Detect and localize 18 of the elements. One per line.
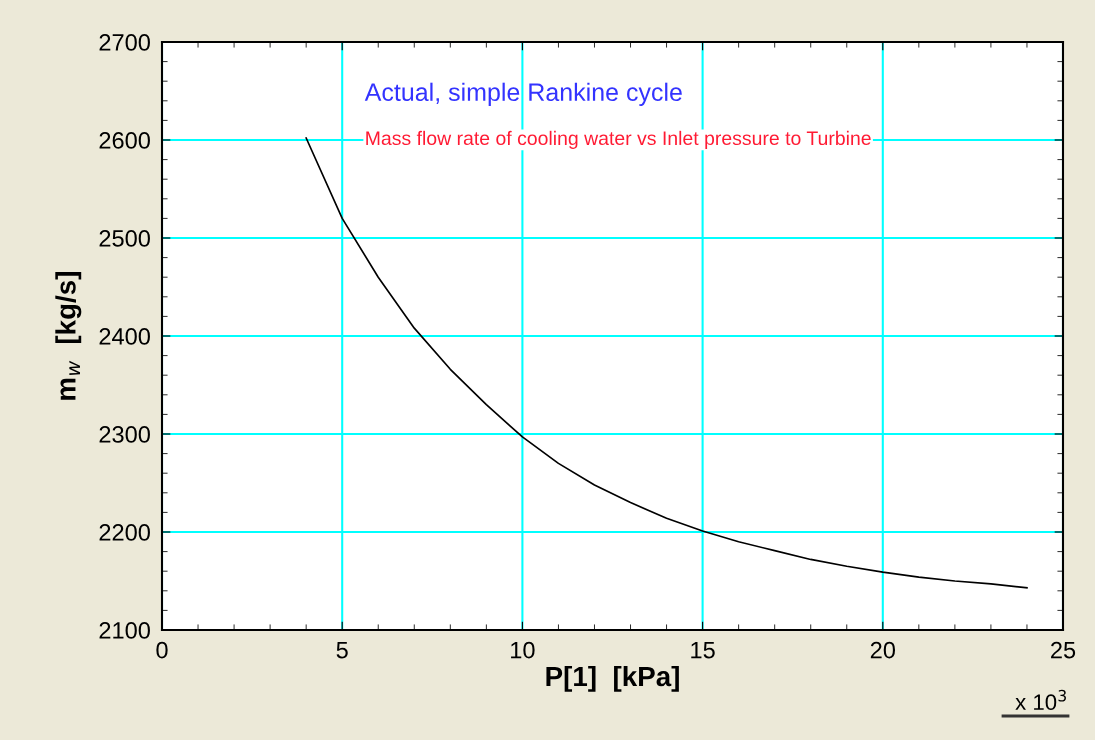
text: Mass flow rate of cooling water vs Inlet pressure to Turbine (366, 130, 871, 149)
x-axis-title: P[1] [kPa] (546, 665, 679, 692)
y-tick-label: 2300 (99, 426, 150, 443)
x-tick-label: 20 (870, 641, 896, 659)
y-tick-label: 2100 (99, 622, 150, 639)
y-tick-label: 2700 (99, 34, 150, 51)
x-tick-label: 5 (336, 641, 348, 659)
y-tick-label: 2200 (99, 524, 150, 541)
y-tick-label: 2400 (99, 328, 150, 345)
x-tick-label: 0 (156, 641, 168, 659)
y-tick-label: 2600 (99, 132, 150, 149)
y-tick-label: 2500 (99, 230, 150, 247)
x-tick-label: 15 (691, 641, 715, 659)
text: Actual, simple Rankine cycle (364, 82, 682, 106)
x-tick-label: 10 (511, 641, 535, 659)
text: x 10$^{3}$ (1015, 689, 1066, 711)
y-axis-title: m$_{w}$ [kg/s] (55, 272, 82, 400)
x-tick-label: 25 (1051, 641, 1076, 659)
